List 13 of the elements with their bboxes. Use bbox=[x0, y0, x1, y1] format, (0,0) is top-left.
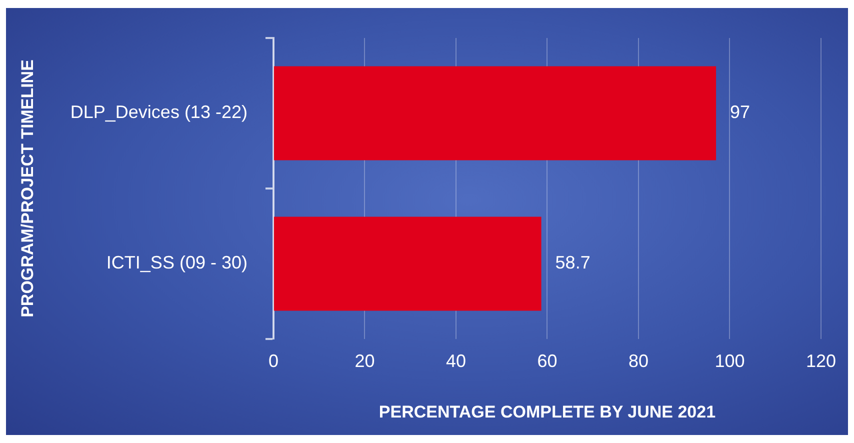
x-tick-label: 100 bbox=[714, 350, 745, 371]
data-label: 58.7 bbox=[555, 252, 590, 273]
x-tick-label: 120 bbox=[806, 350, 836, 371]
x-tick-label: 80 bbox=[628, 350, 648, 371]
x-tick-label: 0 bbox=[268, 350, 278, 371]
x-tick-label: 60 bbox=[537, 350, 558, 371]
x-tick-label: 40 bbox=[446, 350, 466, 371]
y-axis-title: PROGRAM/PROJECT TIMELINE bbox=[18, 60, 37, 318]
x-tick-label: 20 bbox=[354, 350, 375, 371]
data-label: 97 bbox=[730, 102, 750, 122]
x-axis-title: PERCENTAGE COMPLETE BY JUNE 2021 bbox=[378, 402, 716, 422]
y-tick-label: ICTI_SS (09 - 30) bbox=[106, 252, 248, 273]
y-tick-label: DLP_Devices (13 -22) bbox=[70, 102, 248, 122]
